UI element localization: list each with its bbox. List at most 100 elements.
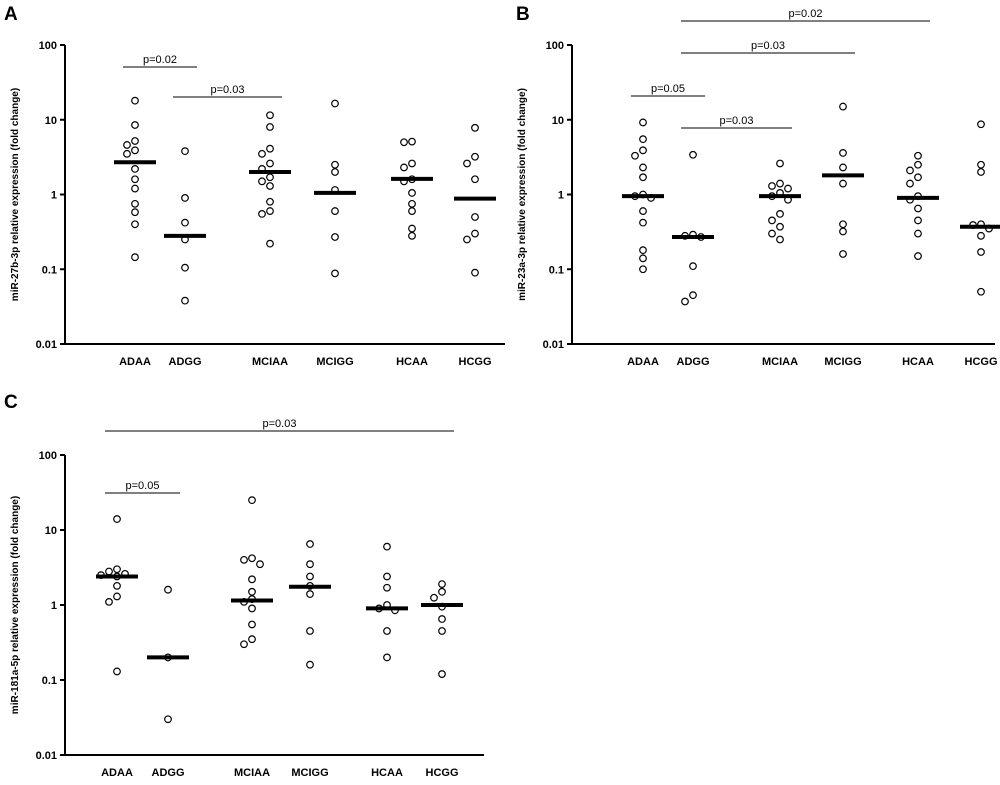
x-tick-label-adgg: ADGG	[152, 767, 185, 779]
data-point	[131, 165, 139, 173]
data-point	[408, 137, 416, 146]
data-point	[181, 218, 189, 227]
data-point	[906, 179, 914, 188]
y-tick-label: 0.1	[549, 264, 564, 276]
data-point	[768, 182, 776, 190]
data-point	[768, 229, 776, 238]
y-tick-label: 100	[546, 40, 564, 52]
data-point	[331, 168, 339, 176]
data-point	[784, 184, 792, 193]
data-point	[131, 199, 139, 208]
p-value-label: p=0.02	[789, 8, 823, 20]
x-tick-label-adgg: ADGG	[677, 356, 710, 368]
x-tick-label-mciaa: MCIAA	[252, 356, 288, 368]
data-point	[383, 627, 391, 635]
data-point	[839, 149, 847, 157]
data-point	[113, 667, 121, 676]
y-tick-label: 1	[558, 190, 564, 202]
y-tick-label: 10	[552, 115, 564, 127]
data-point	[131, 121, 139, 129]
data-point	[776, 235, 784, 244]
data-point	[266, 173, 274, 182]
data-point	[306, 660, 314, 669]
data-point	[977, 168, 985, 176]
x-tick-label-hcgg: HCGG	[459, 356, 492, 368]
chart-panel-b: B 0.01 0.1 1 10 100 miR-23a-3p relative expres…	[516, 4, 1000, 368]
data-point	[639, 254, 647, 263]
data-point	[131, 137, 139, 145]
data-point	[266, 207, 274, 215]
data-point	[776, 159, 784, 168]
data-point	[131, 146, 139, 155]
p-value-label: p=0.05	[126, 480, 160, 492]
data-point	[123, 141, 131, 149]
data-point	[639, 163, 647, 172]
data-point	[113, 515, 121, 523]
y-tick-label: 0.01	[36, 750, 57, 762]
data-point	[914, 204, 922, 213]
data-point	[113, 581, 121, 590]
data-point	[438, 615, 446, 623]
y-tick-label: 1	[51, 600, 57, 612]
data-point	[914, 160, 922, 169]
data-point	[131, 184, 139, 193]
data-point	[266, 182, 274, 190]
data-point	[471, 175, 479, 184]
data-point	[240, 640, 248, 649]
data-point	[164, 715, 172, 724]
data-point	[977, 231, 985, 240]
x-tick-label-adaa: ADAA	[627, 356, 659, 368]
data-point	[331, 269, 339, 278]
x-tick-label-mcigg: MCIGG	[824, 356, 861, 368]
data-point	[639, 265, 647, 274]
data-point	[776, 210, 784, 218]
data-point	[681, 297, 689, 306]
data-point	[383, 572, 391, 581]
chart-panel-c: C 0.01 0.1 1 10 100 miR-181a-5p relative expre…	[4, 392, 484, 779]
x-tick-label-hcaa: HCAA	[902, 356, 934, 368]
y-tick-label: 0.01	[36, 339, 57, 351]
data-point	[639, 218, 647, 227]
data-point	[331, 160, 339, 169]
data-point	[131, 253, 139, 262]
data-point	[123, 149, 131, 158]
y-tick-label: 0.1	[42, 264, 57, 276]
data-point	[914, 252, 922, 260]
data-point	[471, 268, 479, 277]
data-point	[383, 583, 391, 592]
data-point	[258, 177, 266, 186]
data-point	[408, 159, 416, 168]
p-value-label: p=0.03	[211, 84, 245, 96]
y-tick-label: 0.1	[42, 675, 57, 687]
data-point	[248, 554, 256, 563]
data-point	[131, 175, 139, 184]
x-tick-label-adaa: ADAA	[119, 356, 151, 368]
data-point	[266, 144, 274, 153]
panel-letter: C	[4, 392, 18, 413]
x-tick-label-adaa: ADAA	[101, 767, 133, 779]
data-point	[639, 146, 647, 155]
data-point	[248, 587, 256, 596]
data-point	[248, 620, 256, 629]
data-point	[839, 227, 847, 236]
x-tick-label-hcaa: HCAA	[396, 356, 428, 368]
data-point	[839, 250, 847, 258]
data-point	[331, 233, 339, 241]
data-point	[306, 560, 314, 569]
data-point	[105, 567, 113, 576]
data-point	[639, 246, 647, 255]
x-tick-label-mcigg: MCIGG	[291, 767, 328, 779]
data-point	[914, 151, 922, 160]
data-point	[266, 159, 274, 168]
x-tick-label-adgg: ADGG	[169, 356, 202, 368]
y-tick-label: 0.01	[543, 339, 564, 351]
data-point	[914, 216, 922, 225]
data-point	[266, 239, 274, 248]
data-point	[383, 542, 391, 551]
data-point	[266, 123, 274, 131]
data-point	[977, 120, 985, 129]
panel-letter: A	[4, 4, 18, 25]
data-point	[463, 235, 471, 244]
data-point	[306, 627, 314, 635]
